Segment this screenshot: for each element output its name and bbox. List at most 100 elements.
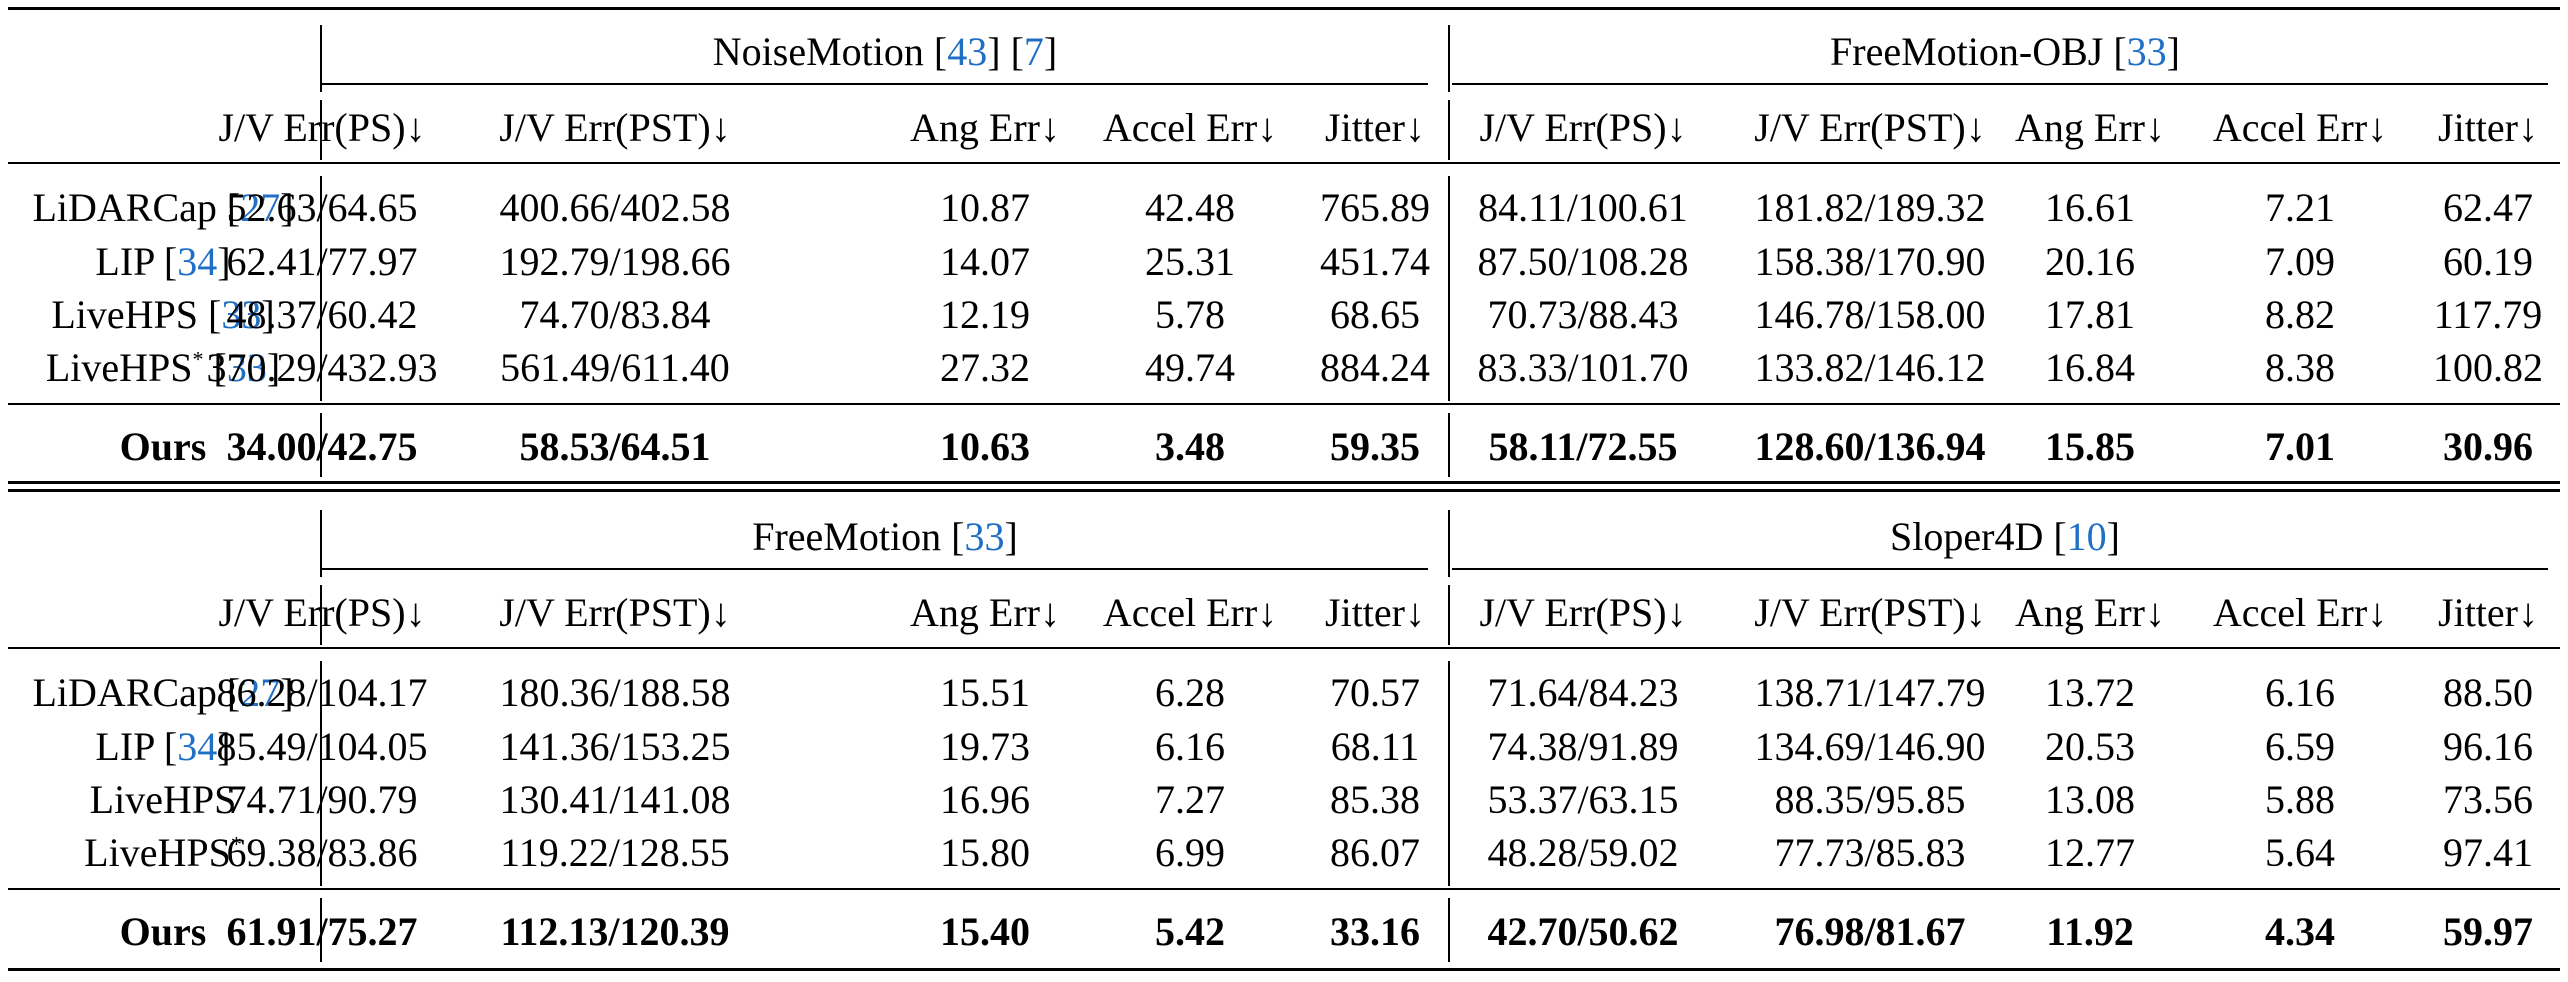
bracket: [ — [198, 292, 222, 337]
metric-header: J/V Err(PS)↓ — [1479, 105, 1687, 150]
table-cell: 58.11/72.55 — [1488, 424, 1678, 469]
table-cell: 68.65 — [1330, 292, 1420, 337]
star-marker: * — [230, 831, 242, 857]
cmidrule — [1452, 568, 2548, 570]
table-cell: 5.88 — [2265, 777, 2335, 822]
table-cell: 400.66/402.58 — [499, 185, 731, 230]
metric-header: Ang Err↓ — [2015, 590, 2165, 635]
metric-header: J/V Err(PST)↓ — [499, 590, 731, 635]
metric-header: Jitter↓ — [2438, 590, 2538, 635]
method-label: LIP — [95, 724, 154, 769]
dataset-name: Sloper4D — [1890, 514, 2054, 559]
table-cell: 69.38/83.86 — [226, 830, 418, 875]
table-cell: 77.73/85.83 — [1774, 830, 1966, 875]
bracket: [ — [153, 239, 178, 284]
column-divider — [320, 585, 322, 645]
table-cell: 34.00/42.75 — [226, 424, 418, 469]
bracket: ] — [217, 239, 231, 284]
table-cell: 7.21 — [2265, 185, 2335, 230]
table-cell: 5.64 — [2265, 830, 2335, 875]
table-cell: 765.89 — [1320, 185, 1430, 230]
table-cell: 15.80 — [940, 830, 1030, 875]
column-divider — [320, 100, 322, 160]
table-cell: 158.38/170.90 — [1754, 239, 1986, 284]
bracket: ] — [1043, 29, 1058, 74]
table-cell: 73.56 — [2443, 777, 2533, 822]
table-cell: 181.82/189.32 — [1754, 185, 1986, 230]
table-cell: 7.27 — [1155, 777, 1225, 822]
metric-header: Jitter↓ — [2438, 105, 2538, 150]
column-divider — [320, 661, 322, 886]
table-cell: 25.31 — [1145, 239, 1235, 284]
table-cell: 12.77 — [2045, 830, 2135, 875]
table-cell: 16.96 — [940, 777, 1030, 822]
table-cell: 7.09 — [2265, 239, 2335, 284]
table-cell: 192.79/198.66 — [499, 239, 731, 284]
bracket: ] — [280, 670, 294, 715]
table-cell: 97.41 — [2443, 830, 2533, 875]
column-divider — [320, 176, 322, 401]
table-cell: 3.48 — [1155, 424, 1225, 469]
table-cell: 15.85 — [2045, 424, 2135, 469]
method-label: LiDARCap — [32, 670, 217, 715]
column-divider — [1448, 510, 1450, 577]
table-cell: 20.53 — [2045, 724, 2135, 769]
method-name: LiveHPS* — [84, 833, 242, 873]
table-cell: 85.49/104.05 — [216, 724, 428, 769]
bracket: [ — [153, 724, 178, 769]
method-label: LiveHPS — [89, 777, 237, 822]
table-cell: 13.08 — [2045, 777, 2135, 822]
table-cell: 5.42 — [1155, 909, 1225, 954]
table-cell: 134.69/146.90 — [1754, 724, 1986, 769]
table-cell: 117.79 — [2433, 292, 2543, 337]
rule — [8, 489, 2560, 492]
bracket: [ — [2053, 514, 2067, 559]
metric-header: Jitter↓ — [1325, 590, 1425, 635]
bracket: ] — [261, 292, 275, 337]
rule — [8, 162, 2560, 164]
metric-header: Accel Err↓ — [1102, 590, 1278, 635]
table-cell: 74.38/91.89 — [1487, 724, 1679, 769]
table-cell: 49.74 — [1145, 345, 1235, 390]
table-cell: 86.07 — [1330, 830, 1420, 875]
citation-ref: 27 — [240, 670, 281, 715]
metric-header: Accel Err↓ — [2212, 590, 2388, 635]
bracket: ] — [2106, 514, 2120, 559]
table-cell: 70.57 — [1330, 670, 1420, 715]
table-cell: 74.70/83.84 — [519, 292, 711, 337]
bracket: [ — [2113, 29, 2127, 74]
metric-header: Jitter↓ — [1325, 105, 1425, 150]
dataset-title: Sloper4D [10] — [1890, 517, 2120, 557]
metric-header: J/V Err(PS)↓ — [1479, 590, 1687, 635]
column-divider — [1448, 176, 1450, 401]
table-cell: 146.78/158.00 — [1754, 292, 1986, 337]
cmidrule — [322, 83, 1428, 85]
metric-header: Ang Err↓ — [910, 105, 1060, 150]
bracket: [ — [216, 185, 241, 230]
table-cell: 10.87 — [940, 185, 1030, 230]
rule — [8, 968, 2560, 971]
table-cell: 180.36/188.58 — [499, 670, 731, 715]
dataset-name: FreeMotion — [752, 514, 952, 559]
table-cell: 48.37/60.42 — [226, 292, 418, 337]
cmidrule — [1452, 83, 2548, 85]
method-name: LIP [34] — [95, 242, 230, 282]
citation-ref: 33 — [226, 345, 267, 390]
rule — [8, 7, 2560, 10]
citation-ref: 10 — [2066, 514, 2107, 559]
table-cell: 42.48 — [1145, 185, 1235, 230]
table-cell: 370.29/432.93 — [206, 345, 438, 390]
table-cell: 138.71/147.79 — [1754, 670, 1986, 715]
metric-header: J/V Err(PST)↓ — [499, 105, 731, 150]
method-name: LiDARCap [27] — [32, 673, 293, 713]
metric-header: J/V Err(PST)↓ — [1754, 590, 1986, 635]
table-cell: 68.11 — [1330, 724, 1420, 769]
table-cell: 133.82/146.12 — [1754, 345, 1986, 390]
table-cell: 52.63/64.65 — [226, 185, 418, 230]
column-divider — [1448, 413, 1450, 477]
table-cell: 15.51 — [940, 670, 1030, 715]
table-cell: 6.59 — [2265, 724, 2335, 769]
bracket: ] — [2166, 29, 2180, 74]
table-cell: 85.38 — [1330, 777, 1420, 822]
method-label: Ours — [119, 424, 207, 469]
